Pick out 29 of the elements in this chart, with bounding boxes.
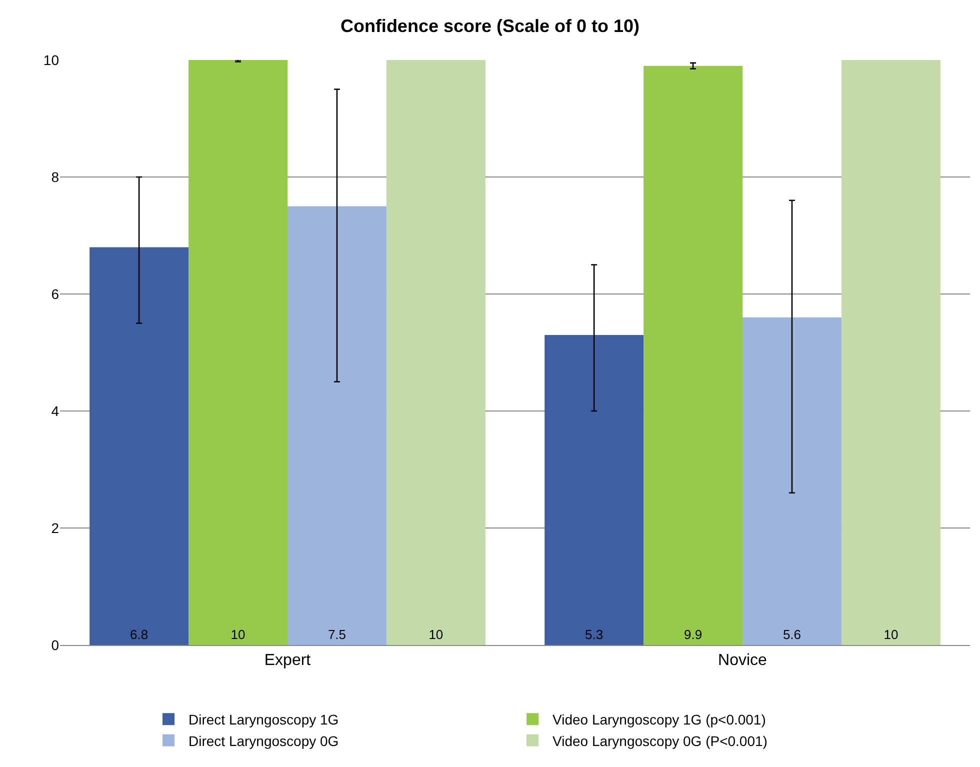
- legend-label: Direct Laryngoscopy 0G: [188, 732, 339, 749]
- bar: [386, 60, 486, 645]
- data-label: 5.3: [585, 627, 604, 642]
- y-tick-label: 8: [51, 168, 60, 185]
- y-tick-label: 2: [51, 520, 60, 536]
- y-tick-label: 0: [51, 636, 60, 653]
- data-label: 7.5: [328, 627, 346, 642]
- data-label: 6.8: [130, 627, 148, 642]
- y-tick-label: 6: [51, 286, 60, 302]
- bar: [742, 317, 842, 645]
- data-label: 9.9: [684, 627, 702, 642]
- legend-label: Video Laryngoscopy 0G (P<0.001): [552, 732, 768, 749]
- y-tick-label: 4: [51, 402, 60, 419]
- legend-label: Video Laryngoscopy 1G (p<0.001): [552, 712, 766, 728]
- x-tick-label: Novice: [718, 652, 768, 670]
- x-tick-label: Expert: [264, 652, 312, 670]
- bar: [644, 66, 742, 645]
- data-label: 10: [428, 627, 444, 642]
- bar: [90, 247, 189, 645]
- data-label: 10: [230, 627, 246, 642]
- bar: [841, 60, 940, 645]
- legend-label: Direct Laryngoscopy 1G: [188, 712, 339, 728]
- bar: [544, 334, 644, 645]
- y-tick-label: 10: [43, 52, 60, 68]
- data-label: 10: [884, 627, 898, 642]
- data-label: 5.6: [782, 627, 802, 642]
- bar: [288, 206, 386, 645]
- chart-title: Confidence score (Scale of 0 to 10): [340, 16, 640, 36]
- bar: [188, 60, 288, 645]
